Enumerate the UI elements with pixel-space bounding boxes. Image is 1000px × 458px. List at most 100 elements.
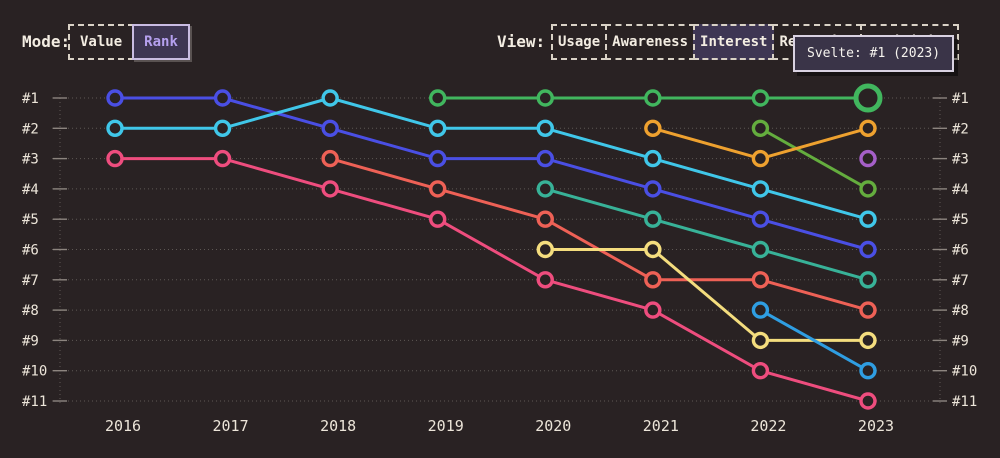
data-point — [536, 240, 554, 259]
svg-text:#11: #11 — [22, 394, 47, 410]
data-point — [536, 89, 554, 107]
svg-text:#9: #9 — [22, 333, 39, 349]
data-point — [859, 240, 877, 259]
data-point — [859, 119, 877, 138]
series-teal — [536, 180, 877, 289]
mode-label: Mode: — [22, 32, 71, 51]
data-point — [859, 180, 877, 198]
mode-toggle-group: Value Rank — [68, 24, 190, 60]
svg-text:2017: 2017 — [213, 417, 249, 435]
series-cyan — [106, 89, 877, 228]
data-point — [321, 149, 339, 168]
data-point — [859, 210, 877, 228]
data-point — [429, 149, 447, 168]
data-point — [429, 89, 447, 107]
series-salmon — [321, 149, 877, 319]
gridlines — [52, 94, 948, 403]
data-point — [859, 362, 877, 380]
view-label: View: — [497, 32, 546, 51]
axis-ticks — [53, 97, 947, 402]
mode-option-value-button[interactable]: Value — [68, 24, 135, 60]
data-point — [644, 149, 662, 168]
data-point — [644, 180, 662, 198]
rank-labels: #1 #1 #2 #2 #3 #3 #4 #4 #5 #5 #6 #6 #7 #7 #8 #8 #9 #9 #10 #… — [22, 91, 977, 410]
svg-text:#5: #5 — [952, 212, 969, 228]
data-point — [644, 301, 662, 319]
data-point — [644, 119, 662, 138]
data-point — [751, 210, 770, 228]
data-point — [751, 89, 770, 107]
svg-text:#4: #4 — [22, 182, 39, 198]
data-point — [429, 210, 447, 228]
view-option-interest-button[interactable]: Interest — [693, 24, 775, 60]
chart-tooltip: Svelte: #1 (2023) — [793, 35, 955, 72]
data-point — [213, 89, 232, 107]
data-point — [751, 331, 770, 350]
series-pink — [106, 149, 877, 410]
svg-text:2022: 2022 — [750, 417, 786, 435]
data-point — [859, 271, 877, 289]
data-point — [859, 301, 877, 319]
svg-text:#6: #6 — [952, 243, 969, 259]
series-lime — [751, 119, 877, 198]
svg-text:#3: #3 — [22, 152, 39, 168]
data-point — [536, 210, 554, 228]
svg-text:#8: #8 — [952, 303, 969, 319]
series-svelte — [429, 83, 883, 113]
svg-text:#10: #10 — [22, 364, 47, 380]
svg-text:#7: #7 — [952, 273, 969, 289]
series-azure — [751, 301, 877, 380]
svg-text:#9: #9 — [952, 333, 969, 349]
svg-text:#11: #11 — [952, 394, 977, 410]
svg-text:#3: #3 — [952, 152, 969, 168]
data-point — [106, 119, 124, 138]
data-point — [213, 119, 232, 138]
view-option-awareness-button[interactable]: Awareness — [605, 24, 696, 60]
data-point — [106, 149, 124, 168]
series-orange — [644, 119, 877, 168]
svg-text:2021: 2021 — [643, 417, 679, 435]
svg-text:#1: #1 — [22, 91, 39, 107]
data-point — [751, 271, 770, 289]
svg-text:#5: #5 — [22, 212, 39, 228]
svg-text:2020: 2020 — [535, 417, 571, 435]
data-point — [751, 240, 770, 259]
svg-text:2019: 2019 — [428, 417, 464, 435]
data-point — [859, 149, 877, 168]
data-point — [106, 89, 124, 107]
series-purple — [859, 149, 877, 168]
data-point — [321, 180, 339, 198]
data-point — [859, 331, 877, 350]
data-point — [536, 149, 554, 168]
svg-text:#7: #7 — [22, 273, 39, 289]
data-point — [536, 180, 554, 198]
data-point — [751, 149, 770, 168]
data-point — [644, 240, 662, 259]
svg-text:2023: 2023 — [858, 417, 894, 435]
data-point — [321, 119, 339, 138]
data-point — [751, 362, 770, 380]
year-labels: 2016 2017 2018 2019 2020 2021 2022 2023 — [105, 417, 894, 435]
data-point — [751, 301, 770, 319]
series-blue — [106, 89, 877, 259]
svg-text:#2: #2 — [22, 121, 39, 137]
svg-text:#10: #10 — [952, 364, 977, 380]
data-point — [751, 180, 770, 198]
data-point — [429, 119, 447, 138]
data-point — [429, 180, 447, 198]
view-option-usage-button[interactable]: Usage — [551, 24, 608, 60]
data-point — [644, 210, 662, 228]
data-point — [751, 119, 770, 138]
svg-text:#2: #2 — [952, 121, 969, 137]
data-point — [213, 149, 232, 168]
mode-option-rank-button[interactable]: Rank — [132, 24, 190, 60]
data-point — [321, 89, 339, 107]
svg-text:2016: 2016 — [105, 417, 141, 435]
series-yellow — [536, 240, 877, 350]
svg-text:#8: #8 — [22, 303, 39, 319]
svg-text:#1: #1 — [952, 91, 969, 107]
data-point — [644, 89, 662, 107]
data-point — [536, 119, 554, 138]
